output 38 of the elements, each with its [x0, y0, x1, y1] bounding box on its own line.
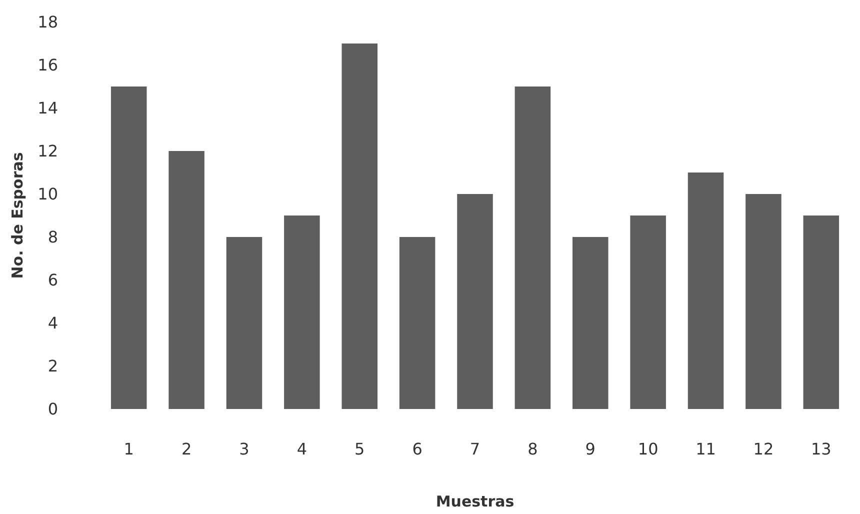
bar [803, 216, 840, 409]
y-tick-label: 16 [38, 56, 58, 74]
x-tick-label: 4 [296, 440, 308, 458]
bar [168, 151, 204, 409]
y-tick-label: 12 [38, 142, 58, 160]
bar [688, 172, 724, 409]
x-tick-label: 2 [181, 440, 192, 458]
x-tick-label: 11 [696, 440, 716, 458]
bar [284, 216, 320, 409]
y-tick-label: 18 [38, 12, 58, 32]
y-tick-label: 0 [48, 400, 58, 418]
x-tick-label: 1 [124, 440, 134, 458]
y-tick-label: 4 [48, 314, 58, 332]
y-tick-label: 10 [38, 184, 58, 204]
x-tick-label: 3 [239, 440, 250, 458]
y-axis-title: No. de Esporas [8, 152, 26, 279]
y-tick-label: 6 [48, 270, 58, 290]
bar [110, 86, 147, 409]
x-tick-label: 6 [412, 440, 422, 458]
bar [399, 237, 436, 409]
bar [457, 194, 493, 409]
x-tick-label: 12 [753, 440, 774, 458]
x-axis-title: Muestras [436, 492, 514, 510]
x-tick-label: 5 [354, 440, 365, 458]
x-tick-label: 8 [528, 440, 538, 458]
bar [226, 237, 262, 409]
bar [572, 237, 608, 409]
bar [630, 216, 666, 409]
y-tick-label: 8 [48, 228, 58, 246]
bar [746, 194, 782, 409]
x-tick-label: 9 [585, 440, 596, 458]
x-tick-label: 13 [810, 440, 832, 458]
x-tick-label: 10 [638, 440, 658, 458]
bar [342, 44, 378, 409]
y-tick-label: 2 [48, 356, 58, 376]
bar [514, 86, 551, 409]
x-tick-label: 7 [470, 440, 480, 458]
y-tick-label: 14 [38, 98, 58, 118]
